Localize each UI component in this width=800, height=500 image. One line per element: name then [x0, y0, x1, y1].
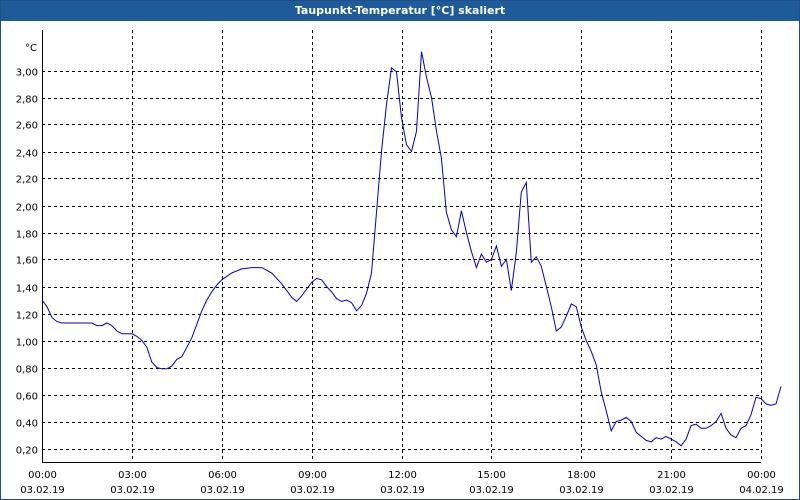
x-tick-time: 12:00: [388, 470, 417, 481]
y-tick-label: 3,00: [16, 68, 38, 79]
x-tick-date: 03.02.19: [20, 485, 65, 496]
x-tick-time: 06:00: [208, 470, 237, 481]
y-tick-label: 2,60: [16, 121, 38, 132]
y-tick-label: 1,20: [16, 311, 38, 322]
x-tick-time: 09:00: [298, 470, 327, 481]
y-tick-label: 2,40: [16, 149, 38, 160]
x-tick-time: 18:00: [567, 470, 596, 481]
y-tick-labels: 0,20 0,40 0,60 0,80 1,00 1,20 1,40 1,60 1,80 2,00…: [16, 68, 38, 457]
window-title: Taupunkt-Temperatur [°C] skaliert: [1, 1, 799, 21]
x-tick-date: 04.02.19: [739, 485, 784, 496]
y-tick-label: 0,40: [16, 419, 38, 430]
y-tick-label: 2,00: [16, 203, 38, 214]
y-tick-label: 1,40: [16, 284, 38, 295]
y-tick-label: 1,60: [16, 256, 38, 267]
x-tick-date: 03.02.19: [290, 485, 335, 496]
y-tick-label: 2,80: [16, 95, 38, 106]
dewpoint-chart: °C 0,20 0,40 0,60 0,80 1,00 1,20 1,40 1,60 1,80 2…: [16, 30, 784, 496]
y-tick-label: 0,20: [16, 446, 38, 457]
x-tick-time: 15:00: [477, 470, 506, 481]
y-tick-label: 2,20: [16, 175, 38, 186]
x-tick-date: 03.02.19: [200, 485, 245, 496]
x-tick-time: 00:00: [28, 470, 57, 481]
x-tick-date: 03.02.19: [559, 485, 604, 496]
y-tick-label: 0,60: [16, 392, 38, 403]
vertical-gridlines: [42, 30, 762, 462]
x-tick-time: 00:00: [747, 470, 776, 481]
series-group: [41, 51, 782, 447]
x-tick-date: 03.02.19: [110, 485, 155, 496]
x-tick-date: 03.02.19: [469, 485, 514, 496]
y-tick-label: 0,80: [16, 365, 38, 376]
x-tick-labels: 00:00 03.02.19 03:00 03.02.19 06:00 03.02.19 0…: [20, 470, 784, 496]
y-unit-label: °C: [25, 43, 37, 54]
x-tick-time: 03:00: [118, 470, 147, 481]
x-tick-time: 21:00: [657, 470, 686, 481]
x-tick-date: 03.02.19: [380, 485, 425, 496]
y-tick-label: 1,00: [16, 338, 38, 349]
y-tick-label: 1,80: [16, 230, 38, 241]
horizontal-gridlines: [42, 71, 761, 450]
dewpoint-series-line: [41, 51, 782, 447]
x-tick-date: 03.02.19: [649, 485, 694, 496]
